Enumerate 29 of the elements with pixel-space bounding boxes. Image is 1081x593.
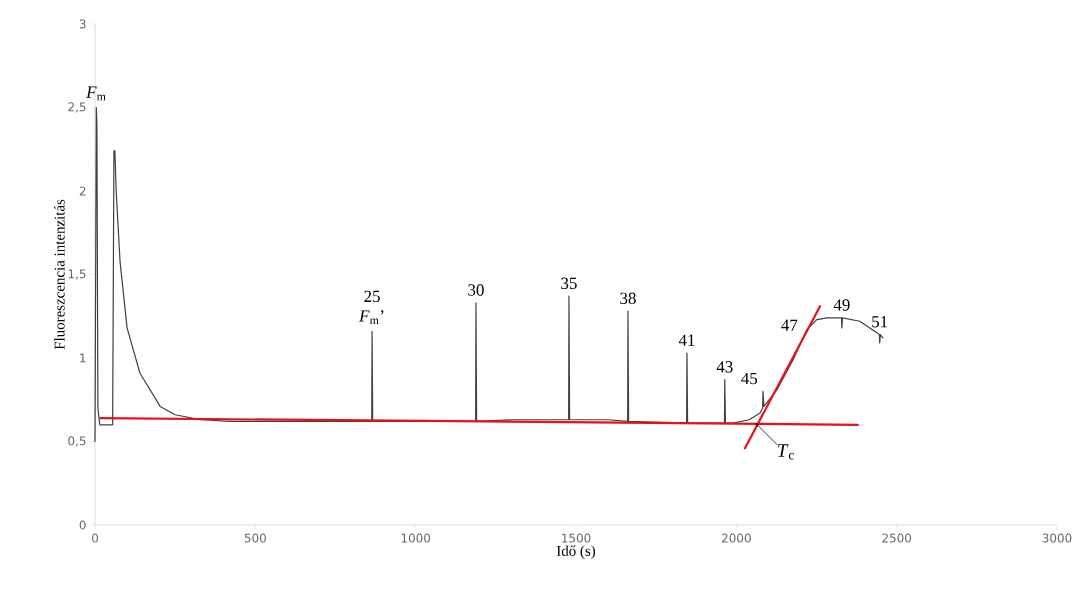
annotation: 51 [872, 316, 888, 328]
annotation: 47 [781, 319, 798, 331]
annotation: 43 [716, 361, 733, 373]
x-tick-label: 1500 [562, 533, 591, 543]
y-tick-label: 3 [79, 19, 86, 29]
y-tick-label: 2 [79, 186, 86, 196]
annotation: 49 [833, 299, 850, 311]
x-tick-label: 0 [91, 533, 99, 543]
y-axis-title: Fluoreszcencia intenzitás [54, 199, 65, 350]
x-tick-label: 3000 [1042, 533, 1072, 543]
y-tick-label: 1 [80, 353, 86, 363]
x-tick-label: 500 [244, 533, 266, 543]
annotation: 38 [620, 292, 636, 305]
annotation: 35 [561, 277, 577, 289]
annotation: T$_{c}$ [778, 444, 794, 460]
x-axis-title: Idő (s) [556, 545, 596, 559]
annotation: 25 [364, 290, 380, 303]
annotation: F$_{m}$ [86, 86, 106, 101]
annotation: F$_{m}$’ [359, 310, 384, 325]
x-tick-label: 2000 [722, 533, 751, 543]
y-tick-label: 1,5 [68, 269, 86, 280]
y-tick-label: 2,5 [68, 102, 86, 113]
y-tick-label: 0 [79, 520, 86, 530]
annotation: 45 [741, 372, 758, 385]
x-tick-label: 2500 [882, 533, 912, 543]
annotation: 41 [678, 334, 695, 346]
annotation: 30 [468, 284, 484, 296]
y-tick-label: 0,5 [68, 436, 86, 447]
x-tick-label: 1000 [401, 533, 431, 543]
